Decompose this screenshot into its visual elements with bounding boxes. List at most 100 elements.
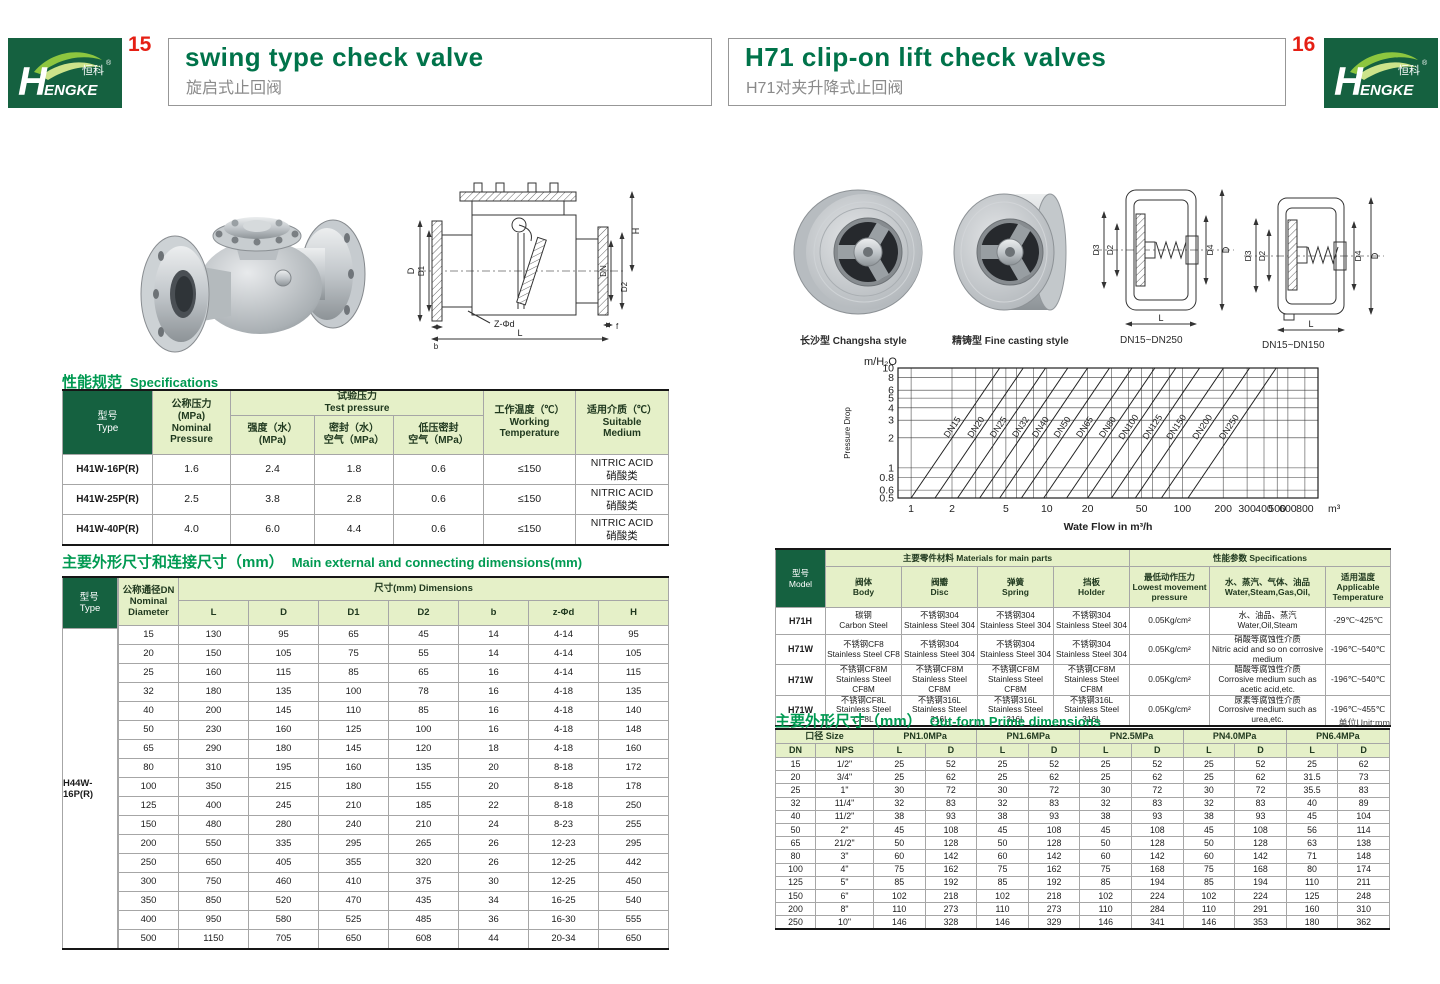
table-cell: 255 xyxy=(598,815,669,835)
table-cell: 442 xyxy=(598,853,669,873)
table-cell: 碳钢 Carbon Steel xyxy=(825,607,902,635)
photo-caption-changsha: 长沙型 Changsha style xyxy=(800,336,907,347)
table-cell: 142 xyxy=(1130,849,1184,864)
table-cell: 尿素等腐蚀性介质 Corrosive medium such as urea,e… xyxy=(1209,694,1327,727)
table-cell: 31.5 xyxy=(1285,770,1339,785)
table-cell: 63 xyxy=(1285,836,1339,851)
table-cell: 25 xyxy=(873,756,926,772)
logo-en: ENGKE xyxy=(1360,82,1414,99)
table-cell: 362 xyxy=(1337,915,1390,930)
table-cell: 0.6 xyxy=(392,514,485,546)
table-cell: 71 xyxy=(1285,849,1339,864)
table-cell: 3" xyxy=(814,849,875,864)
table-cell: 210 xyxy=(388,815,459,835)
svg-text:2: 2 xyxy=(949,503,955,515)
table-cell: 148 xyxy=(1337,849,1390,864)
table-cell: 150 xyxy=(775,888,816,904)
table-row: 250 650 405 355 320 26 12-25 442 xyxy=(118,853,669,873)
table-cell: 75 xyxy=(1079,862,1132,877)
table-cell: 20 xyxy=(458,777,529,797)
table-cell: -196℃~540℃ xyxy=(1325,664,1392,696)
outform-th-l: L xyxy=(976,743,1029,758)
table-cell: 265 xyxy=(388,834,459,854)
table-cell: 850 xyxy=(178,891,249,911)
outform-th-d: D xyxy=(1234,743,1287,758)
table-cell: 11/4" xyxy=(814,796,875,811)
table-cell: 145 xyxy=(248,701,319,721)
table-cell: 125 xyxy=(118,796,179,816)
outform-th-l: L xyxy=(1079,743,1132,758)
table-cell: 110 xyxy=(318,701,389,721)
table-cell: 44 xyxy=(458,929,529,950)
table-cell: 224 xyxy=(1234,888,1287,904)
table-cell: 38 xyxy=(1182,809,1236,824)
table-cell: 85 xyxy=(318,663,389,683)
materials-th-body: 阀体 Body xyxy=(825,566,902,608)
table-cell: 0.05Kg/cm² xyxy=(1129,694,1211,727)
table-cell: 100 xyxy=(118,777,179,797)
table-cell: 335 xyxy=(248,834,319,854)
table-row: H71H 碳钢 Carbon Steel 不锈钢304 Stainless Stee… xyxy=(775,607,1392,635)
table-cell: 95 xyxy=(248,625,319,645)
dim-label: L xyxy=(1308,319,1313,329)
dim-label: Z-Φd xyxy=(494,319,515,329)
svg-text:10: 10 xyxy=(1041,503,1053,515)
table-cell: 50 xyxy=(1079,836,1132,851)
table-cell: 218 xyxy=(1027,888,1081,904)
table-cell: 不锈钢CF8M Stainless Steel CF8M xyxy=(977,664,1054,696)
table-cell: 400 xyxy=(178,796,249,816)
table-cell: 50 xyxy=(976,836,1029,851)
svg-text:5: 5 xyxy=(888,393,894,405)
swing-valve-cross-section: D D1 H DN D2 L b Z-Φd f xyxy=(398,175,643,355)
table-cell: H71W xyxy=(775,633,826,666)
swing-valve-photo xyxy=(135,182,375,357)
table-cell: 328 xyxy=(924,915,978,930)
table-cell: 22 xyxy=(458,796,529,816)
table-row: 150 6" 102 218 102 218 102 224 102 224 125 248 xyxy=(775,888,1390,904)
table-cell: 25 xyxy=(976,756,1029,772)
svg-text:0.5: 0.5 xyxy=(879,493,894,505)
table-cell: 30 xyxy=(873,783,926,798)
table-cell: 20 xyxy=(118,644,179,664)
materials-th-disc: 阀瓣 Disc xyxy=(901,566,978,608)
table-cell: 108 xyxy=(1027,822,1081,838)
table-cell: 291 xyxy=(1234,902,1287,917)
table-cell: 85 xyxy=(1182,875,1236,890)
table-cell: 110 xyxy=(1079,902,1132,917)
table-cell: 50 xyxy=(775,822,816,838)
spec-th-medium: 适用介质（℃） Suitable Medium xyxy=(575,389,670,455)
table-cell: 93 xyxy=(1027,809,1081,824)
table-cell: 250 xyxy=(775,915,816,930)
outform-th-pn10: PN1.0MPa xyxy=(873,728,978,744)
table-cell: 52 xyxy=(924,756,978,772)
table-cell: 192 xyxy=(924,875,978,890)
table-cell: 140 xyxy=(598,701,669,721)
table-cell: 105 xyxy=(248,644,319,664)
svg-text:500: 500 xyxy=(1268,503,1286,515)
photo-caption-fine-casting: 精铸型 Fine casting style xyxy=(952,336,1069,347)
table-cell: 8-18 xyxy=(528,796,599,816)
dim-label: D xyxy=(1370,252,1380,259)
materials-th-spring: 弹簧 Spring xyxy=(977,566,1054,608)
dims-th-h: H xyxy=(598,600,669,626)
svg-text:5: 5 xyxy=(1003,503,1009,515)
table-cell: 180 xyxy=(178,682,249,702)
table-cell: 100 xyxy=(388,720,459,740)
table-cell: 75 xyxy=(318,644,389,664)
materials-th-pressure: 最低动作压力 Lowest movement pressure xyxy=(1129,566,1211,608)
table-cell: 95 xyxy=(598,625,669,645)
table-cell: 248 xyxy=(1337,888,1390,904)
svg-text:8: 8 xyxy=(888,372,894,384)
table-row: 80 3" 60 142 60 142 60 142 60 142 71 148 xyxy=(775,849,1390,864)
logo-reg: ® xyxy=(1422,59,1428,67)
table-cell: 224 xyxy=(1130,888,1184,904)
table-cell: 341 xyxy=(1130,915,1184,930)
dims-th-zd: z-Φd xyxy=(528,600,599,626)
table-cell: 4-14 xyxy=(528,663,599,683)
svg-text:400: 400 xyxy=(1255,503,1273,515)
dim-label: L xyxy=(517,328,522,338)
table-row: H41W-40P(R) 4.0 6.0 4.4 0.6 ≤150 NITRIC ACID 硝… xyxy=(62,514,670,546)
table-cell: 104 xyxy=(1337,809,1390,824)
table-cell: 75 xyxy=(976,862,1029,877)
table-cell: 250 xyxy=(598,796,669,816)
